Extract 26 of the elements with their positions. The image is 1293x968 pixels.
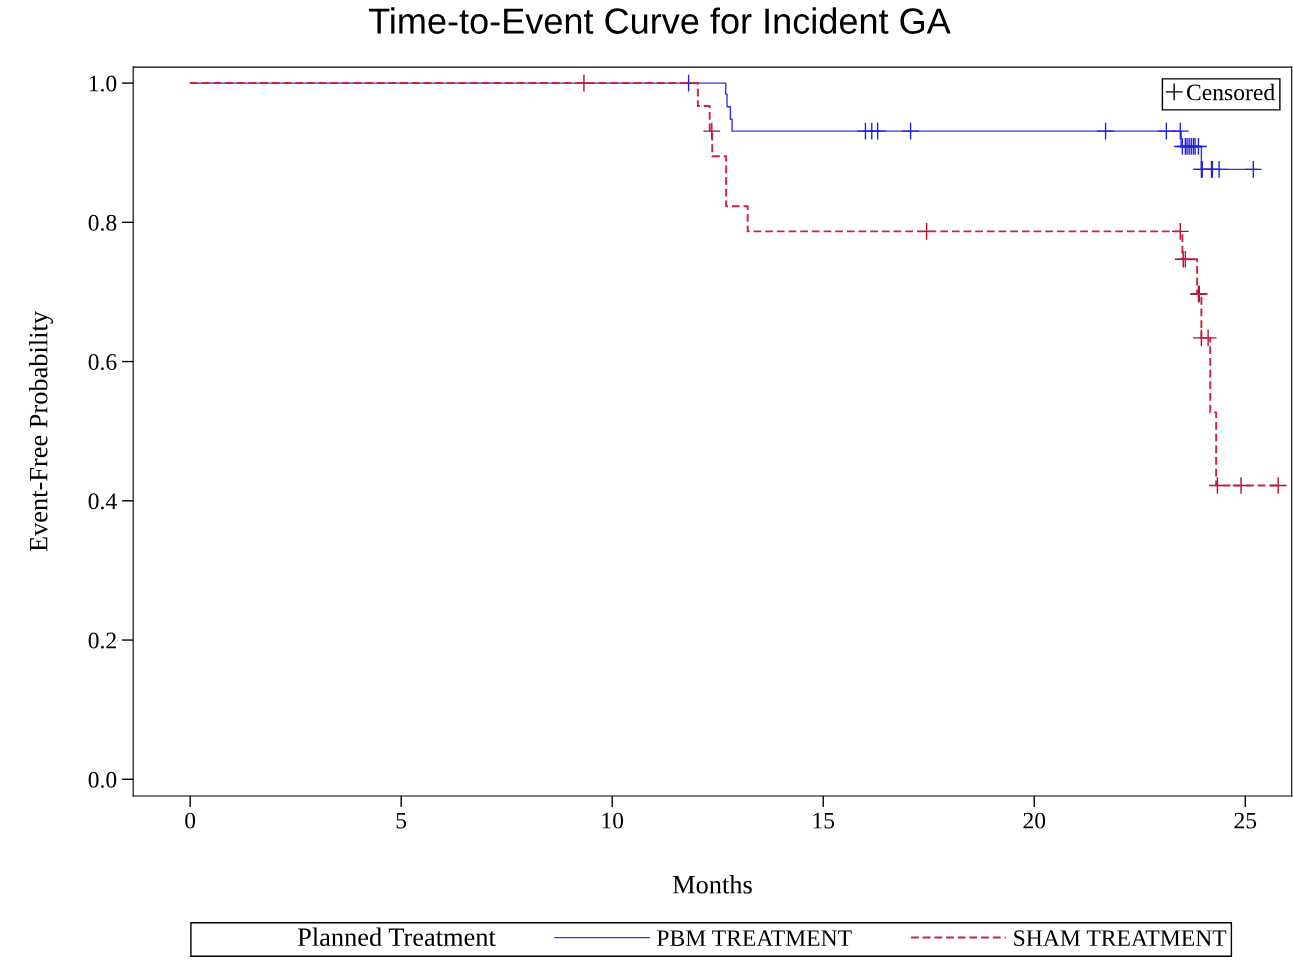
x-axis-title: Months bbox=[672, 875, 752, 894]
legend-label: PBM TREATMENT bbox=[657, 930, 852, 946]
point bbox=[868, 122, 887, 141]
point bbox=[1096, 122, 1115, 141]
point bbox=[1171, 222, 1190, 241]
chart-title: Time-to-Event Curve for Incident GA bbox=[368, 7, 951, 34]
point bbox=[901, 122, 920, 141]
y-tick-label: 0.0 bbox=[88, 771, 117, 788]
point bbox=[1171, 122, 1190, 141]
legend-label: SHAM TREATMENT bbox=[1014, 930, 1227, 947]
x-tick-label: 15 bbox=[813, 812, 835, 829]
point bbox=[1244, 160, 1263, 179]
y-tick-label: 0.6 bbox=[88, 354, 117, 371]
x-tick-label: 25 bbox=[1234, 812, 1257, 829]
series-label: Censored bbox=[1186, 83, 1275, 101]
legend-title: Planned Treatment bbox=[297, 927, 496, 947]
y-axis-title: Event-Free Probability bbox=[28, 311, 53, 552]
x-tick-label: 20 bbox=[1023, 812, 1046, 829]
y-tick-label: 0.4 bbox=[88, 493, 117, 510]
x-tick-label: 0 bbox=[185, 812, 196, 829]
x-tick-label: 10 bbox=[602, 812, 624, 829]
y-tick-label: 0.2 bbox=[88, 632, 116, 649]
y-tick-label: 0.8 bbox=[88, 214, 117, 231]
y-tick-label: 1.0 bbox=[89, 75, 117, 92]
x-tick-label: 5 bbox=[396, 812, 407, 829]
point bbox=[1199, 328, 1218, 347]
